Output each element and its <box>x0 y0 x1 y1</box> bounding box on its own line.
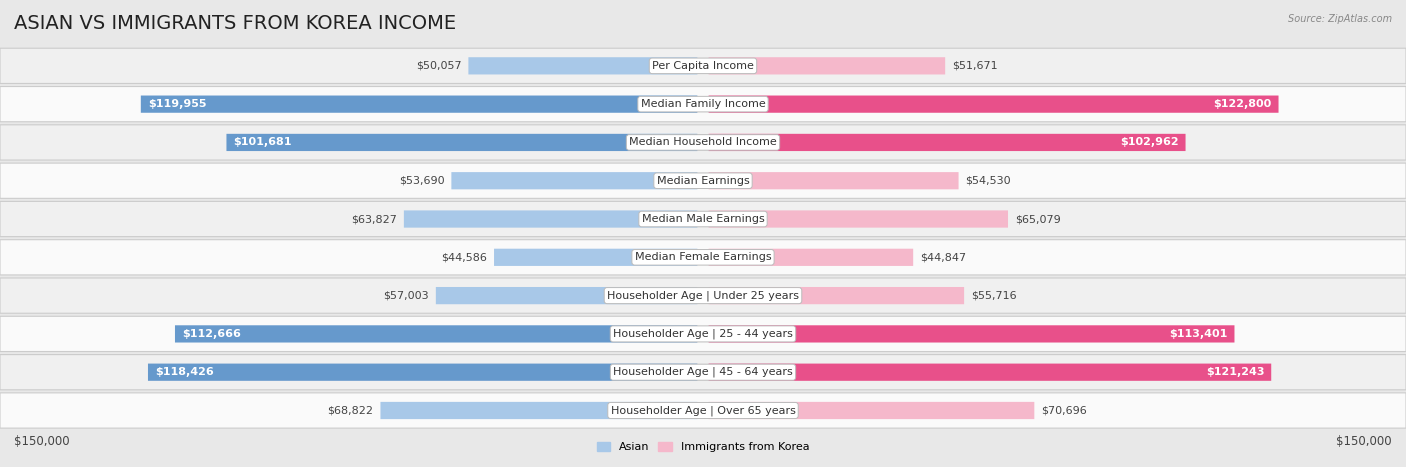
FancyBboxPatch shape <box>709 57 945 74</box>
Text: $44,586: $44,586 <box>441 252 486 262</box>
FancyBboxPatch shape <box>709 325 1234 342</box>
Text: Median Household Income: Median Household Income <box>628 137 778 148</box>
Text: $121,243: $121,243 <box>1206 367 1264 377</box>
Text: Median Female Earnings: Median Female Earnings <box>634 252 772 262</box>
FancyBboxPatch shape <box>0 86 1406 122</box>
Text: Median Family Income: Median Family Income <box>641 99 765 109</box>
FancyBboxPatch shape <box>381 402 697 419</box>
FancyBboxPatch shape <box>709 96 1278 113</box>
Text: $65,079: $65,079 <box>1015 214 1060 224</box>
Text: $50,057: $50,057 <box>416 61 461 71</box>
Text: $57,003: $57,003 <box>384 290 429 301</box>
FancyBboxPatch shape <box>0 48 1406 84</box>
Text: $119,955: $119,955 <box>148 99 207 109</box>
Text: Median Male Earnings: Median Male Earnings <box>641 214 765 224</box>
Text: $150,000: $150,000 <box>1336 435 1392 448</box>
Text: Householder Age | Under 25 years: Householder Age | Under 25 years <box>607 290 799 301</box>
Text: $70,696: $70,696 <box>1042 405 1087 416</box>
FancyBboxPatch shape <box>494 249 697 266</box>
Text: $118,426: $118,426 <box>155 367 214 377</box>
FancyBboxPatch shape <box>468 57 697 74</box>
FancyBboxPatch shape <box>404 211 697 227</box>
Text: $63,827: $63,827 <box>352 214 396 224</box>
FancyBboxPatch shape <box>0 316 1406 352</box>
FancyBboxPatch shape <box>0 240 1406 275</box>
Legend: Asian, Immigrants from Korea: Asian, Immigrants from Korea <box>592 438 814 457</box>
FancyBboxPatch shape <box>0 125 1406 160</box>
Text: $68,822: $68,822 <box>328 405 374 416</box>
FancyBboxPatch shape <box>709 249 912 266</box>
Text: Median Earnings: Median Earnings <box>657 176 749 186</box>
Text: ASIAN VS IMMIGRANTS FROM KOREA INCOME: ASIAN VS IMMIGRANTS FROM KOREA INCOME <box>14 14 456 33</box>
Text: Per Capita Income: Per Capita Income <box>652 61 754 71</box>
Text: $54,530: $54,530 <box>966 176 1011 186</box>
Text: $102,962: $102,962 <box>1121 137 1178 148</box>
FancyBboxPatch shape <box>436 287 697 304</box>
FancyBboxPatch shape <box>0 278 1406 313</box>
FancyBboxPatch shape <box>174 325 697 342</box>
Text: $150,000: $150,000 <box>14 435 70 448</box>
Text: Householder Age | 25 - 44 years: Householder Age | 25 - 44 years <box>613 329 793 339</box>
FancyBboxPatch shape <box>709 172 959 189</box>
FancyBboxPatch shape <box>141 96 697 113</box>
FancyBboxPatch shape <box>0 163 1406 198</box>
Text: $44,847: $44,847 <box>920 252 966 262</box>
FancyBboxPatch shape <box>148 364 697 381</box>
FancyBboxPatch shape <box>0 354 1406 390</box>
Text: Householder Age | 45 - 64 years: Householder Age | 45 - 64 years <box>613 367 793 377</box>
Text: $55,716: $55,716 <box>972 290 1017 301</box>
FancyBboxPatch shape <box>709 287 965 304</box>
FancyBboxPatch shape <box>226 134 697 151</box>
Text: $51,671: $51,671 <box>952 61 998 71</box>
Text: $113,401: $113,401 <box>1168 329 1227 339</box>
Text: Source: ZipAtlas.com: Source: ZipAtlas.com <box>1288 14 1392 24</box>
FancyBboxPatch shape <box>709 402 1035 419</box>
FancyBboxPatch shape <box>709 364 1271 381</box>
Text: $53,690: $53,690 <box>399 176 444 186</box>
Text: $101,681: $101,681 <box>233 137 292 148</box>
Text: $112,666: $112,666 <box>181 329 240 339</box>
Text: $122,800: $122,800 <box>1213 99 1271 109</box>
Text: Householder Age | Over 65 years: Householder Age | Over 65 years <box>610 405 796 416</box>
FancyBboxPatch shape <box>709 134 1185 151</box>
FancyBboxPatch shape <box>709 211 1008 227</box>
FancyBboxPatch shape <box>451 172 697 189</box>
FancyBboxPatch shape <box>0 201 1406 237</box>
FancyBboxPatch shape <box>0 393 1406 428</box>
